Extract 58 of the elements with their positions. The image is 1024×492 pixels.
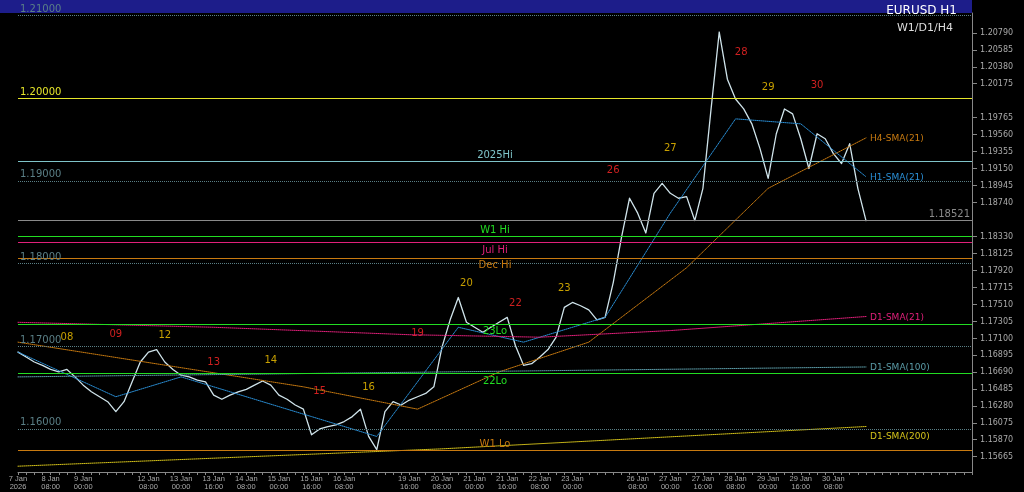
annotation: 12 [158,329,172,341]
y-tick-label: 1.17100 [980,333,1014,343]
annotation: 20 [460,277,473,288]
annotation: 09 [109,327,123,339]
series-label: H4-SMA(21) [870,132,924,143]
y-tick-label: 1.18125 [980,248,1014,258]
annotation: 23 [557,281,571,293]
y-tick-label: 1.19150 [980,163,1014,173]
y-tick-label: 1.17305 [980,316,1014,326]
series-label: D1-SMA(100) [870,361,930,372]
ref-line-label: W1 Hi [480,223,510,235]
y-tick-label: 1.20380 [980,62,1014,72]
y-tick-label: 1.18945 [980,180,1014,190]
ref-line-label: 1.16000 [20,416,62,428]
ref-line-label: Jul Hi [481,243,508,255]
y-tick-label: 1.16075 [980,418,1014,428]
text: W1/D1/H4 [896,21,954,34]
annotation: 30 [810,79,824,91]
ref-line-label: 2025Hi [477,148,513,160]
y-tick-label: 1.16690 [980,367,1014,377]
y-tick-label: 1.15870 [980,435,1014,445]
y-tick-label: 1.19355 [980,147,1014,157]
series-label: D1-SMA(21) [870,311,925,322]
ref-line-label: 1.17000 [20,333,62,345]
y-tick-label: 1.20175 [980,79,1014,89]
annotation: 27 [663,141,677,153]
y-tick-label: 1.19560 [980,130,1014,140]
y-tick-label: 1.17510 [980,299,1014,309]
ref-line-label: 1.20000 [20,85,62,97]
annotation: 15 [313,384,327,396]
annotation: 22 [509,296,522,308]
annotation: 08 [60,330,74,342]
series-label: H1-SMA(21) [870,171,924,182]
y-tick-label: 1.16485 [980,384,1014,394]
annotation: 29 [761,81,775,93]
ref-line-label: Dec Hi [478,259,512,271]
y-tick-label: 1.20585 [980,45,1014,55]
annotation: 26 [606,163,620,175]
annotation: 13 [207,356,221,368]
y-tick-label: 1.15665 [980,452,1014,462]
ref-line-label: 22Lo [482,375,508,387]
y-tick-label: 1.19765 [980,113,1014,123]
annotation: 14 [264,353,278,365]
y-tick-label: 1.18740 [980,197,1014,207]
y-tick-label: 1.16280 [980,401,1014,411]
y-tick-label: 1.16895 [980,350,1014,360]
annotation: 16 [362,381,375,393]
ref-line-label: 1.18521 [928,208,970,219]
annotation: 19 [411,326,424,338]
ref-line-label: 1.19000 [20,168,62,180]
series-label: D1-SMA(200) [870,430,930,441]
y-tick-label: 1.18330 [980,231,1014,241]
ref-line-label: 1.21000 [20,2,62,14]
annotation: 28 [734,45,748,57]
y-tick-label: 1.17920 [980,265,1014,275]
line-series [17,31,867,451]
y-tick-label: 1.17715 [980,282,1014,292]
y-tick-label: 1.20790 [980,28,1014,38]
